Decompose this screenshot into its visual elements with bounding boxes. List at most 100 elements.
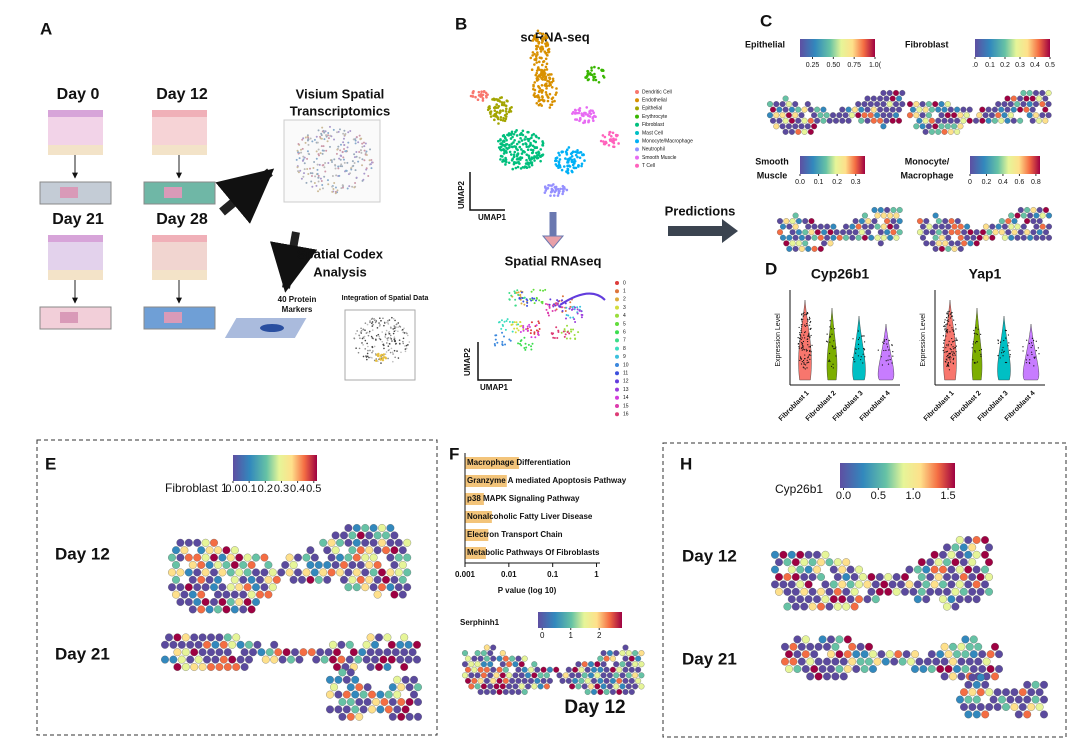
spot	[899, 90, 906, 97]
spot	[898, 657, 907, 666]
label: 0.0	[225, 483, 240, 495]
spot	[893, 112, 900, 119]
dot	[346, 146, 349, 149]
spot	[306, 575, 315, 584]
spot	[989, 234, 996, 241]
dot	[569, 305, 572, 308]
spot	[880, 223, 887, 230]
dot	[801, 326, 803, 328]
spot	[907, 112, 914, 119]
dot	[611, 140, 614, 143]
dot	[974, 351, 976, 353]
spot	[785, 123, 792, 130]
dot	[508, 338, 511, 341]
spot	[480, 672, 487, 679]
spot	[827, 240, 834, 247]
dot	[505, 319, 508, 322]
spot	[1027, 703, 1036, 711]
dot	[469, 94, 473, 98]
dot	[951, 353, 954, 355]
spot	[201, 538, 210, 547]
dot	[522, 325, 525, 328]
spot	[889, 95, 896, 102]
dot	[952, 355, 954, 357]
dot	[394, 319, 396, 322]
dot	[359, 337, 361, 339]
dot	[541, 32, 545, 36]
legend-swatch	[615, 330, 619, 335]
spot	[235, 553, 244, 562]
spot	[403, 553, 412, 562]
dot	[346, 161, 349, 164]
dot	[800, 335, 802, 337]
dot	[361, 158, 364, 161]
dot	[576, 306, 579, 309]
dot	[829, 352, 831, 355]
spot	[205, 546, 214, 555]
dot	[947, 357, 949, 359]
spot	[792, 112, 799, 119]
dot	[1027, 354, 1029, 356]
spot	[356, 575, 365, 584]
spot	[855, 595, 863, 604]
dot	[803, 331, 806, 334]
dot	[883, 349, 885, 352]
spot	[173, 633, 182, 642]
dot	[525, 153, 529, 156]
spot	[941, 106, 948, 113]
dot	[883, 342, 885, 345]
spot	[932, 657, 941, 666]
spot	[810, 650, 819, 659]
dot	[891, 362, 893, 364]
spot	[951, 543, 960, 552]
label: Macrophage Differentiation	[467, 458, 571, 467]
dot	[508, 291, 511, 294]
label: 1	[594, 570, 599, 579]
dot	[501, 331, 504, 334]
dot	[504, 343, 507, 346]
dot	[510, 145, 513, 148]
dot	[570, 158, 574, 162]
dot	[313, 160, 316, 163]
dot	[399, 343, 401, 345]
dot	[335, 152, 338, 155]
dot	[829, 335, 831, 337]
spot	[461, 661, 468, 668]
dot	[539, 47, 542, 51]
dot	[537, 103, 541, 107]
spot	[597, 677, 604, 684]
dot	[323, 131, 326, 134]
dot	[322, 145, 325, 148]
spot	[375, 633, 383, 642]
dot	[797, 343, 800, 345]
dot	[540, 95, 544, 98]
dot	[331, 185, 334, 188]
spot	[295, 655, 304, 664]
label: 15	[623, 403, 629, 409]
spot	[807, 128, 814, 135]
spot	[616, 688, 623, 695]
label: 0.5	[1045, 62, 1055, 69]
spot	[798, 112, 805, 119]
spot	[474, 672, 481, 679]
spot	[875, 587, 884, 596]
dot	[519, 321, 522, 324]
spot	[342, 690, 351, 699]
spot	[257, 648, 266, 657]
spot	[386, 568, 395, 577]
spot	[331, 546, 340, 555]
spot	[184, 583, 193, 592]
spot	[345, 640, 354, 649]
spot	[968, 573, 977, 581]
dot	[358, 134, 361, 137]
spot	[1030, 206, 1037, 213]
dot	[368, 331, 371, 334]
dot	[382, 317, 384, 320]
dot	[566, 324, 569, 327]
dot	[578, 109, 581, 113]
dot	[526, 301, 529, 304]
spot	[613, 683, 620, 690]
dot	[514, 292, 517, 295]
spot	[247, 575, 256, 584]
dot	[885, 360, 887, 362]
